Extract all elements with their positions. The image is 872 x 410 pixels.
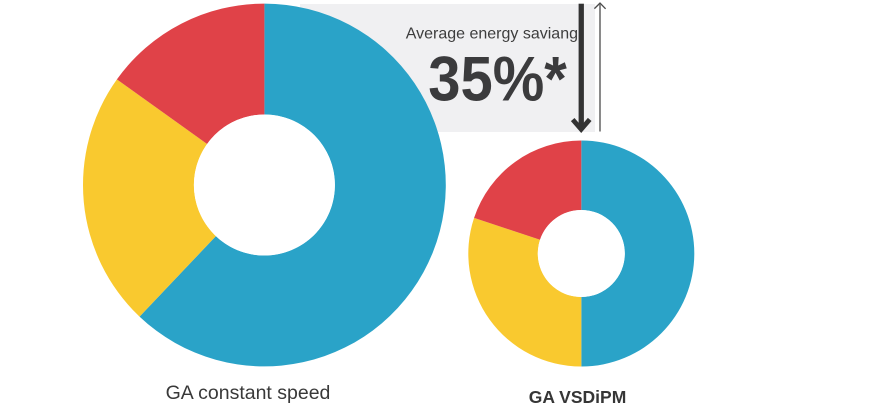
svg-text:GA VSDiPM: GA VSDiPM [529, 387, 627, 405]
svg-text:GA constant speed: GA constant speed [166, 382, 331, 404]
svg-text:35%*: 35%* [428, 43, 567, 114]
svg-text:Average energy saviang: Average energy saviang [406, 26, 578, 43]
